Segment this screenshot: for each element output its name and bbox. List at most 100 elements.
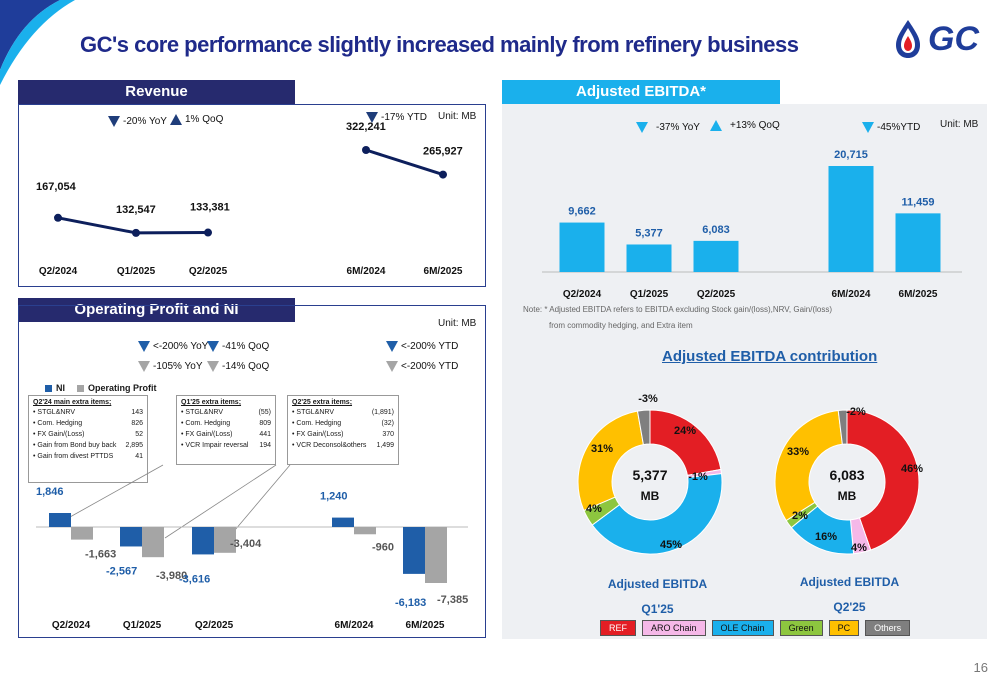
extra-items-box-q225: Q2'25 extra items; STGL&NRV(1,891) Com. … bbox=[287, 395, 399, 465]
legend-item-pc: PC bbox=[828, 620, 860, 636]
revenue-yoy-indicator: -20% YoY bbox=[108, 116, 167, 127]
revenue-category-label: Q2/2025 bbox=[189, 266, 228, 277]
donut-slice bbox=[846, 409, 920, 551]
op-value-label: -960 bbox=[372, 541, 394, 553]
ni-bar bbox=[49, 513, 71, 527]
donut-center-value: 5,377 bbox=[632, 467, 667, 483]
ebitda-value-label: 5,377 bbox=[635, 227, 663, 239]
ebitda-note-line1: Note: * Adjusted EBITDA refers to EBITDA… bbox=[523, 305, 833, 314]
ni-legend-label: NI bbox=[56, 383, 65, 393]
ebitda-category-label: Q1/2025 bbox=[630, 289, 669, 300]
contribution-legend: REF ARO Chain OLE Chain Green PC Others bbox=[600, 620, 916, 636]
opni-category-label: 6M/2025 bbox=[406, 620, 445, 631]
donut-value-label: 46% bbox=[901, 463, 923, 475]
op-bar bbox=[425, 527, 447, 583]
opni-category-label: Q2/2024 bbox=[52, 620, 91, 631]
revenue-value-label: 167,054 bbox=[36, 181, 77, 193]
ebitda-category-label: 6M/2025 bbox=[899, 289, 938, 300]
down-triangle-icon bbox=[386, 361, 398, 372]
ebitda-bar bbox=[559, 222, 605, 272]
ebitda-category-label: Q2/2025 bbox=[697, 289, 736, 300]
down-triangle-icon bbox=[207, 341, 219, 352]
down-triangle-icon bbox=[138, 341, 150, 352]
op-yoy-indicator: -105% YoY bbox=[138, 361, 203, 372]
ebitda-category-label: 6M/2024 bbox=[832, 289, 871, 300]
box-title: Q2'24 main extra items; bbox=[33, 399, 112, 406]
ebitda-bar bbox=[828, 166, 874, 272]
contribution-title: Adjusted EBITDA contribution bbox=[662, 348, 878, 365]
donut-value-label: 33% bbox=[787, 446, 809, 458]
ebitda-bar bbox=[626, 244, 672, 272]
ebitda-value-label: 9,662 bbox=[568, 206, 596, 218]
donut-value-label: 16% bbox=[815, 531, 837, 543]
donut-value-label: 24% bbox=[674, 425, 696, 437]
donut-value-label: 4% bbox=[851, 542, 867, 554]
donut-center-unit: MB bbox=[641, 489, 660, 503]
revenue-category-label: 6M/2024 bbox=[347, 266, 386, 277]
donut2-caption: Adjusted EBITDA bbox=[799, 575, 900, 589]
opni-panel bbox=[18, 305, 486, 638]
legend-item-others: Others bbox=[865, 620, 911, 636]
down-triangle-icon bbox=[862, 122, 874, 133]
ni-value-label: -6,183 bbox=[395, 597, 426, 609]
revenue-category-label: Q1/2025 bbox=[117, 266, 156, 277]
ni-bar bbox=[332, 517, 354, 527]
ni-qoq-text: -41% QoQ bbox=[222, 341, 270, 352]
donut-value-label: 45% bbox=[660, 539, 682, 551]
ni-ytd-text: <-200% YTD bbox=[401, 341, 459, 352]
list-item: FX Gain/(Loss)441 bbox=[181, 431, 271, 438]
up-triangle-icon bbox=[170, 114, 182, 125]
opni-category-label: Q2/2025 bbox=[195, 620, 234, 631]
donut2-period: Q2'25 bbox=[833, 600, 866, 614]
op-yoy-text: -105% YoY bbox=[153, 361, 203, 372]
list-item: FX Gain/(Loss)52 bbox=[33, 431, 143, 438]
ebitda-bar bbox=[895, 213, 941, 272]
down-triangle-icon bbox=[138, 361, 150, 372]
ni-qoq-indicator: -41% QoQ bbox=[207, 341, 269, 352]
revenue-category-label: 6M/2025 bbox=[424, 266, 463, 277]
down-triangle-icon bbox=[366, 112, 378, 123]
revenue-value-label: 322,241 bbox=[346, 121, 386, 133]
op-bar bbox=[214, 527, 236, 553]
logo-text: GC bbox=[928, 20, 979, 58]
down-triangle-icon bbox=[108, 116, 120, 127]
ebitda-chart: 9,662 Q2/2024 5,377 Q1/2025 6,083 Q2/2025 20,7… bbox=[542, 149, 962, 300]
ni-value-label: -2,567 bbox=[106, 565, 137, 577]
op-value-label: -3,404 bbox=[230, 538, 262, 550]
box-title: Q1'25 extra items; bbox=[181, 399, 242, 406]
donut-chart-q1: 24% -1% 45% 4% 31% -3% 5,377 MB bbox=[577, 393, 723, 555]
op-legend-label: Operating Profit bbox=[88, 383, 157, 393]
op-bar bbox=[142, 527, 164, 558]
ebitda-category-label: Q2/2024 bbox=[563, 289, 602, 300]
revenue-panel bbox=[18, 104, 486, 287]
op-ytd-text: <-200% YTD bbox=[401, 361, 459, 372]
opni-category-label: 6M/2024 bbox=[335, 620, 374, 631]
revenue-point bbox=[132, 228, 140, 237]
donut-slice bbox=[591, 473, 723, 555]
ni-yoy-text: <-200% YoY bbox=[153, 341, 209, 352]
revenue-header: Revenue bbox=[18, 80, 295, 104]
donut-value-label: 31% bbox=[591, 443, 613, 455]
revenue-yoy-text: -20% YoY bbox=[123, 116, 167, 127]
revenue-value-label: 265,927 bbox=[423, 146, 463, 158]
ebitda-unit: Unit: MB bbox=[940, 119, 979, 130]
box-connectors bbox=[69, 464, 291, 539]
revenue-point bbox=[54, 213, 62, 222]
donut-value-label: 4% bbox=[586, 503, 602, 515]
op-qoq-text: -14% QoQ bbox=[222, 361, 270, 372]
opni-legend: NI Operating Profit bbox=[45, 383, 157, 393]
ni-value-label: 1,240 bbox=[320, 491, 348, 503]
list-item: Com. Hedging(32) bbox=[292, 420, 394, 427]
legend-item-ref: REF bbox=[600, 620, 636, 636]
list-item: STGL&NRV(55) bbox=[181, 409, 271, 416]
revenue-line-halfyear bbox=[365, 148, 444, 177]
revenue-qoq-text: 1% QoQ bbox=[185, 114, 224, 125]
opni-chart: 1,846 -1,663 Q2/2024 -2,567 -3,980 Q1/2025 -3,… bbox=[36, 486, 468, 631]
donut1-caption: Adjusted EBITDA bbox=[607, 577, 708, 591]
revenue-chart: 167,054 Q2/2024 132,547 Q1/2025 133,381 Q2/20… bbox=[36, 121, 463, 277]
ni-bar bbox=[403, 527, 425, 574]
